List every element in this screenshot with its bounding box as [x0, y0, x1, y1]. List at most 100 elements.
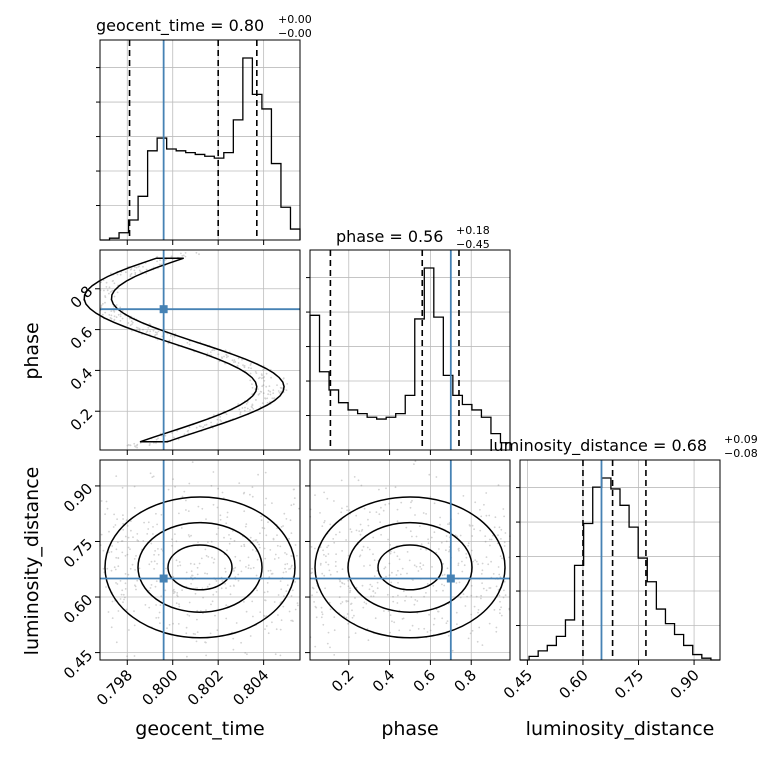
scatter-point	[316, 591, 318, 594]
scatter-point	[164, 589, 167, 592]
scatter-point	[247, 556, 250, 559]
scatter-point	[262, 384, 265, 387]
scatter-point	[181, 495, 184, 498]
scatter-point	[410, 501, 412, 504]
scatter-point	[127, 629, 130, 631]
scatter-point	[376, 581, 379, 584]
scatter-point	[119, 315, 122, 318]
scatter-point	[231, 631, 233, 634]
scatter-point	[117, 541, 119, 544]
scatter-point	[499, 612, 501, 615]
scatter-point	[345, 600, 348, 602]
scatter-point	[122, 528, 125, 531]
scatter-point	[386, 593, 389, 596]
scatter-point	[271, 572, 274, 575]
scatter-point	[110, 317, 113, 320]
title-phase: phase = 0.56	[336, 227, 443, 246]
scatter-point	[126, 444, 129, 447]
scatter-point	[325, 561, 327, 564]
scatter-point	[157, 553, 160, 556]
scatter-point	[362, 545, 365, 548]
contour	[167, 544, 233, 591]
scatter-point	[433, 617, 436, 620]
scatter-point	[177, 623, 180, 625]
scatter-point	[217, 353, 220, 356]
scatter-point	[215, 591, 218, 593]
scatter-point	[212, 349, 214, 351]
scatter-point	[323, 521, 325, 524]
scatter-point	[249, 409, 251, 411]
scatter-point	[369, 511, 371, 514]
scatter-point	[340, 511, 343, 514]
scatter-point	[455, 582, 458, 584]
scatter-point	[251, 486, 254, 488]
scatter-point	[288, 537, 290, 540]
scatter-point	[150, 560, 153, 563]
scatter-point	[165, 567, 167, 570]
scatter-point	[262, 369, 264, 371]
scatter-point	[128, 317, 131, 320]
scatter-point	[327, 563, 330, 566]
scatter-point	[200, 557, 203, 560]
scatter-point	[393, 621, 396, 624]
scatter-point	[280, 619, 283, 622]
tick-label-x: 0.6	[410, 666, 440, 696]
scatter-point	[479, 508, 481, 511]
scatter-point	[419, 565, 421, 568]
scatter-point	[243, 366, 246, 369]
scatter-point	[145, 272, 148, 275]
scatter-point	[123, 598, 125, 601]
scatter-point	[186, 342, 189, 344]
scatter-point	[127, 573, 130, 576]
scatter-point	[132, 536, 134, 539]
scatter-point	[152, 475, 155, 478]
tick-label-y: 0.4	[67, 364, 97, 394]
scatter-point	[495, 630, 498, 633]
scatter-point	[454, 534, 457, 537]
scatter-point	[122, 593, 125, 596]
scatter-point	[466, 595, 468, 598]
scatter-point	[211, 600, 214, 603]
scatter-point	[264, 615, 266, 618]
scatter-point	[134, 584, 136, 587]
scatter-point	[261, 374, 263, 377]
scatter-point	[233, 359, 236, 361]
scatter-point	[314, 547, 316, 550]
scatter-point	[339, 580, 342, 582]
scatter-point	[264, 471, 267, 474]
scatter-point	[251, 404, 254, 407]
scatter-point	[503, 515, 505, 518]
scatter-point	[133, 507, 136, 509]
scatter-point	[396, 555, 399, 558]
scatter-point	[461, 570, 464, 573]
scatter-point	[401, 618, 404, 620]
scatter-point	[393, 551, 396, 554]
scatter-point	[176, 592, 179, 594]
scatter-point	[244, 406, 246, 409]
scatter-point	[264, 628, 266, 630]
scatter-point	[157, 437, 159, 440]
scatter-point	[497, 484, 500, 486]
scatter-point	[366, 546, 369, 549]
scatter-point	[108, 292, 110, 295]
scatter-point	[243, 510, 246, 513]
scatter-point	[314, 645, 317, 648]
scatter-point	[378, 513, 381, 516]
scatter-point	[127, 322, 130, 324]
scatter-point	[371, 585, 373, 588]
scatter-point	[361, 584, 364, 587]
scatter-point	[121, 309, 124, 312]
scatter-point	[427, 542, 430, 545]
scatter-point	[497, 566, 500, 568]
scatter-point	[216, 506, 219, 509]
scatter-point	[245, 566, 247, 568]
scatter-point	[355, 514, 358, 517]
scatter-point	[144, 604, 147, 606]
scatter-point	[264, 397, 266, 400]
scatter-point	[126, 265, 129, 268]
scatter-point	[446, 567, 449, 570]
scatter-point	[321, 611, 323, 613]
scatter-point	[243, 365, 246, 368]
scatter-point	[196, 566, 199, 569]
scatter-point	[129, 444, 132, 447]
